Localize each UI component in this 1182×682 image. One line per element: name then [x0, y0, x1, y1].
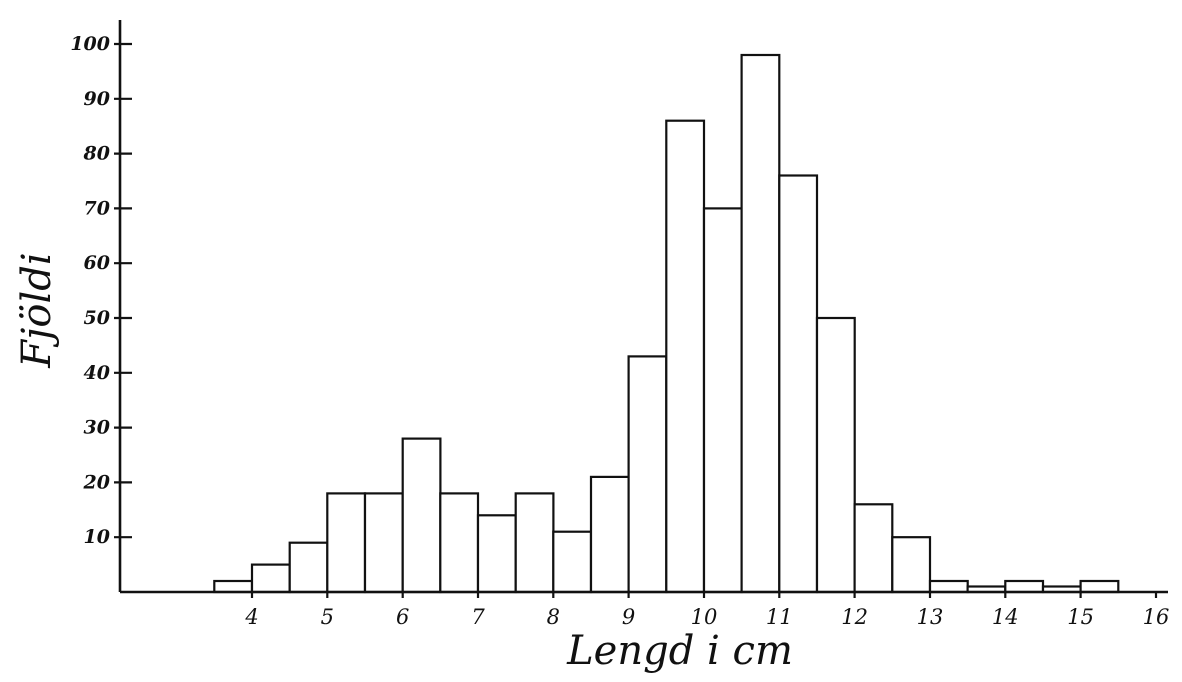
- histogram-bar: [665, 119, 706, 594]
- y-tick-label: 10: [84, 526, 110, 548]
- y-tick-label: 30: [84, 417, 110, 439]
- x-axis-title: Lengd i cm: [566, 628, 793, 674]
- x-tick-label: 5: [321, 605, 334, 629]
- histogram-bar: [815, 316, 856, 594]
- histogram-bar: [476, 514, 517, 594]
- histogram-bar: [326, 492, 367, 594]
- histogram-bar: [1079, 579, 1120, 594]
- y-tick-label: 80: [83, 143, 110, 165]
- histogram-bar: [1004, 579, 1045, 594]
- histogram-bar: [514, 492, 555, 594]
- histogram-bar: [589, 475, 630, 594]
- y-tick-label: 90: [84, 88, 110, 110]
- histogram-bar: [740, 53, 781, 594]
- x-tick-label: 10: [691, 605, 718, 629]
- histogram-bar: [702, 207, 743, 594]
- histogram-bar: [363, 492, 404, 594]
- histogram-bar: [778, 174, 819, 594]
- x-tick-label: 15: [1067, 605, 1094, 629]
- histogram-bar: [213, 579, 254, 594]
- y-tick-label: 100: [70, 33, 110, 55]
- histogram-bar: [891, 536, 932, 594]
- histogram-bar: [288, 541, 329, 594]
- y-tick-label: 40: [84, 362, 110, 384]
- x-tick-label: 14: [992, 605, 1019, 629]
- x-tick-label: 7: [471, 605, 485, 629]
- x-tick-label: 12: [841, 605, 868, 629]
- y-tick-label: 50: [84, 307, 110, 329]
- x-tick-label: 9: [622, 605, 635, 629]
- histogram-bar: [439, 492, 480, 594]
- x-tick-label: 11: [766, 605, 793, 629]
- ticks-layer: 10 20 30 40 50 60 70 80 90 100 4 5 6 7 8 9 10 11 12 13 14 15 1…: [70, 33, 1169, 629]
- y-tick-label: 70: [84, 197, 110, 219]
- histogram-bar: [627, 355, 668, 594]
- histogram-bar: [552, 530, 593, 594]
- x-tick-label: 16: [1143, 605, 1170, 629]
- y-tick-label: 60: [84, 252, 110, 274]
- y-axis-title: Fjöldi: [14, 252, 60, 368]
- histogram-bar: [401, 437, 442, 594]
- bars-layer: [213, 53, 1120, 594]
- histogram-bar: [928, 579, 969, 594]
- x-tick-label: 4: [244, 605, 258, 629]
- x-tick-label: 13: [917, 605, 944, 629]
- x-tick-label: 6: [396, 605, 409, 629]
- y-tick-label: 20: [83, 471, 110, 493]
- histogram-bar: [250, 563, 291, 594]
- histogram-bar: [853, 503, 894, 594]
- axes-layer: [118, 20, 1168, 594]
- x-tick-label: 8: [547, 605, 560, 629]
